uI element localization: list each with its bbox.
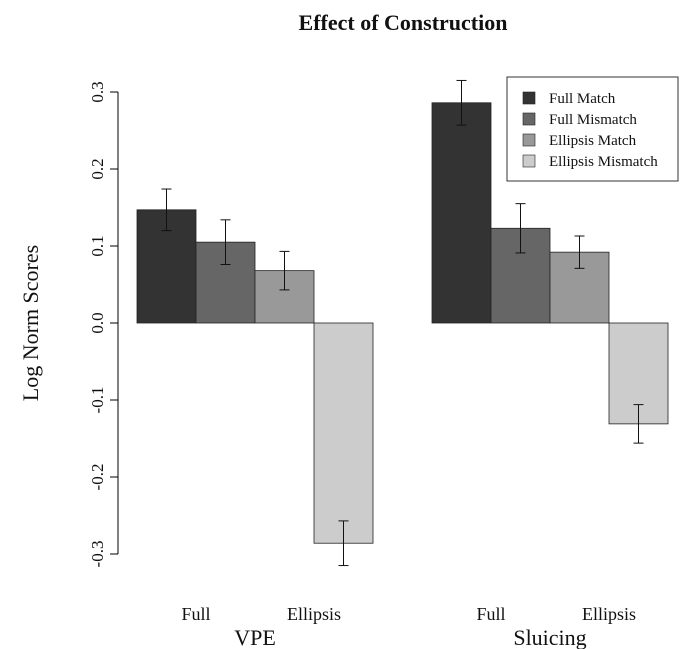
x-sub-label-ellipsis: Ellipsis (582, 604, 636, 624)
chart-title: Effect of Construction (299, 10, 508, 35)
bar (314, 323, 373, 543)
x-group-label: Sluicing (513, 625, 586, 649)
legend-swatch (523, 155, 535, 167)
legend-swatch (523, 92, 535, 104)
y-tick-label: -0.1 (88, 387, 107, 414)
x-sub-label-ellipsis: Ellipsis (287, 604, 341, 624)
legend-label: Ellipsis Match (549, 133, 637, 149)
legend-label: Ellipsis Mismatch (549, 154, 658, 170)
legend-swatch (523, 134, 535, 146)
x-sub-label-full: Full (476, 604, 505, 624)
y-axis: -0.3 -0.2 -0.1 0.0 0.1 0.2 0.3 (88, 81, 118, 567)
legend: Full Match Full Mismatch Ellipsis Match Ell… (507, 77, 678, 181)
legend-label: Full Match (549, 91, 616, 107)
x-group-label: VPE (234, 625, 276, 649)
bar (432, 103, 491, 323)
y-tick-label: 0.1 (88, 235, 107, 256)
legend-swatch (523, 113, 535, 125)
y-tick-label: -0.3 (88, 541, 107, 568)
y-tick-label: 0.2 (88, 158, 107, 179)
y-axis-label: Log Norm Scores (18, 245, 43, 401)
legend-label: Full Mismatch (549, 112, 637, 128)
y-tick-label: 0.0 (88, 312, 107, 333)
y-tick-label: 0.3 (88, 81, 107, 102)
y-tick-label: -0.2 (88, 464, 107, 491)
x-sub-label-full: Full (181, 604, 210, 624)
